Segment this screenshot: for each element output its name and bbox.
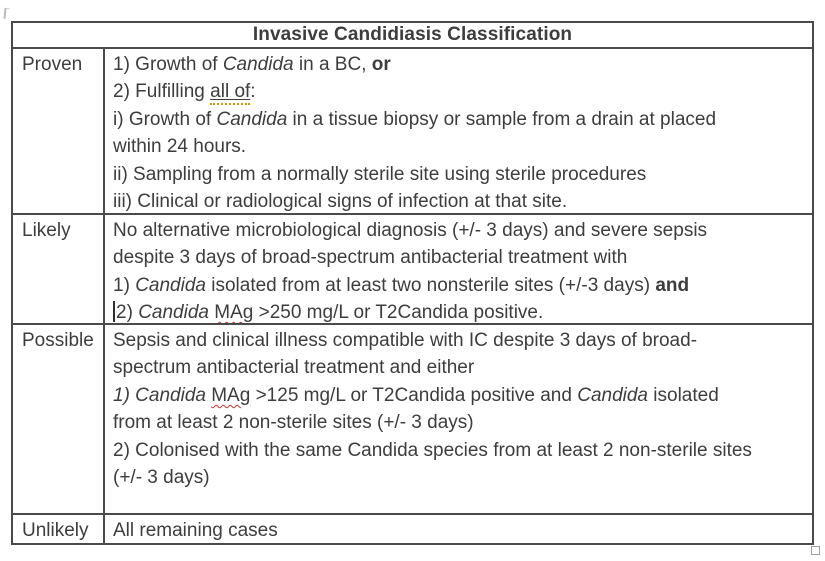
text-line: 2) Candida MAg >250 mg/L or T2Candida po… bbox=[113, 299, 808, 324]
text-segment: Candida bbox=[216, 108, 288, 130]
text-segment: iii) Clinical or radiological signs of i… bbox=[113, 190, 568, 212]
text-segment: 2) Fulfilling bbox=[113, 81, 211, 103]
text-segment: despite 3 days of broad-spectrum antibac… bbox=[113, 247, 628, 269]
table-title-row[interactable]: Invasive Candidiasis Classification bbox=[13, 23, 812, 49]
row-content-likely[interactable]: No alternative microbiological diagnosis… bbox=[105, 215, 812, 323]
text-segment: and bbox=[655, 274, 690, 296]
classification-table: Invasive Candidiasis Classification Prov… bbox=[11, 21, 814, 545]
text-line: despite 3 days of broad-spectrum antibac… bbox=[113, 244, 808, 271]
text-line: iii) Clinical or radiological signs of i… bbox=[113, 188, 808, 213]
text-line: 1) Candida isolated from at least two no… bbox=[113, 272, 808, 299]
text-segment: 2) Colonised with the same Candida speci… bbox=[113, 439, 752, 461]
table-row-likely: Likely No alternative microbiological dia… bbox=[13, 215, 812, 325]
text-segment: in a tissue biopsy or sample from a drai… bbox=[287, 108, 717, 130]
table-resize-handle-icon[interactable] bbox=[811, 546, 820, 555]
text-line: within 24 hours. bbox=[113, 133, 808, 160]
text-line: 2) Fulfilling all of: bbox=[113, 78, 808, 106]
text-line: Sepsis and clinical illness compatible w… bbox=[113, 327, 808, 354]
text-line: All remaining cases bbox=[113, 517, 808, 543]
text-segment: 1) Growth of bbox=[113, 54, 223, 75]
text-segment: within 24 hours. bbox=[113, 136, 247, 158]
text-line: ii) Sampling from a normally sterile sit… bbox=[113, 161, 808, 188]
text-segment: MAg bbox=[214, 302, 254, 324]
text-segment: Candida bbox=[222, 54, 294, 75]
text-segment: i) Growth of bbox=[113, 108, 217, 130]
text-line: spectrum antibacterial treatment and eit… bbox=[113, 354, 808, 381]
text-segment: 1) bbox=[113, 274, 136, 296]
text-segment: Candida bbox=[577, 384, 648, 406]
classification-table-body: Proven 1) Growth of Candida in a BC, or 2)… bbox=[13, 49, 812, 543]
row-label-possible[interactable]: Possible bbox=[13, 325, 105, 513]
text-segment: isolated from at least two nonsterile si… bbox=[205, 274, 656, 296]
page-margin-mark-icon bbox=[3, 7, 10, 20]
text-line: i) Growth of Candida in a tissue biopsy … bbox=[113, 106, 808, 133]
row-content-possible[interactable]: Sepsis and clinical illness compatible w… bbox=[105, 325, 812, 513]
text-segment: MAg bbox=[211, 384, 251, 406]
row-label-proven[interactable]: Proven bbox=[13, 49, 105, 213]
row-label-unlikely[interactable]: Unlikely bbox=[13, 515, 105, 543]
row-content-proven[interactable]: 1) Growth of Candida in a BC, or 2) Fulfi… bbox=[105, 49, 812, 213]
text-segment: spectrum antibacterial treatment and eit… bbox=[113, 357, 475, 379]
text-segment: isolated bbox=[648, 384, 719, 406]
text-segment: All remaining cases bbox=[113, 520, 278, 541]
text-line: No alternative microbiological diagnosis… bbox=[113, 217, 808, 244]
text-segment: 2) bbox=[116, 302, 139, 324]
row-label-likely[interactable]: Likely bbox=[13, 215, 105, 323]
text-line: 2) Colonised with the same Candida speci… bbox=[113, 437, 808, 464]
text-segment: No alternative microbiological diagnosis… bbox=[113, 220, 708, 241]
text-segment: Candida bbox=[138, 302, 209, 324]
text-line: 1) Growth of Candida in a BC, or bbox=[113, 51, 808, 78]
text-segment: ii) Sampling from a normally sterile sit… bbox=[113, 163, 647, 185]
text-segment: >125 mg/L or T2Candida positive and bbox=[250, 384, 578, 406]
text-line: 1) Candida MAg >125 mg/L or T2Candida po… bbox=[113, 382, 808, 409]
text-segment: or bbox=[371, 54, 391, 75]
table-row-possible: Possible Sepsis and clinical illness comp… bbox=[13, 325, 812, 515]
table-row-unlikely: Unlikely All remaining cases bbox=[13, 515, 812, 543]
text-segment: from at least 2 non-sterile sites (+/- 3… bbox=[113, 412, 474, 434]
text-segment: >250 mg/L or T2Candida positive. bbox=[253, 302, 544, 324]
row-content-unlikely[interactable]: All remaining cases bbox=[105, 515, 812, 543]
text-segment: all of bbox=[210, 81, 251, 106]
text-line: (+/- 3 days) bbox=[113, 464, 808, 491]
text-line: from at least 2 non-sterile sites (+/- 3… bbox=[113, 409, 808, 436]
text-segment: in a BC, bbox=[293, 54, 372, 75]
text-segment: Sepsis and clinical illness compatible w… bbox=[113, 330, 698, 351]
text-segment: Candida bbox=[135, 274, 206, 296]
text-segment: (+/- 3 days) bbox=[113, 466, 210, 488]
text-cursor bbox=[113, 301, 115, 323]
text-segment: 1) Candida bbox=[113, 384, 206, 406]
table-title: Invasive Candidiasis Classification bbox=[252, 24, 573, 45]
table-row-proven: Proven 1) Growth of Candida in a BC, or 2)… bbox=[13, 49, 812, 215]
text-segment: : bbox=[250, 81, 256, 103]
